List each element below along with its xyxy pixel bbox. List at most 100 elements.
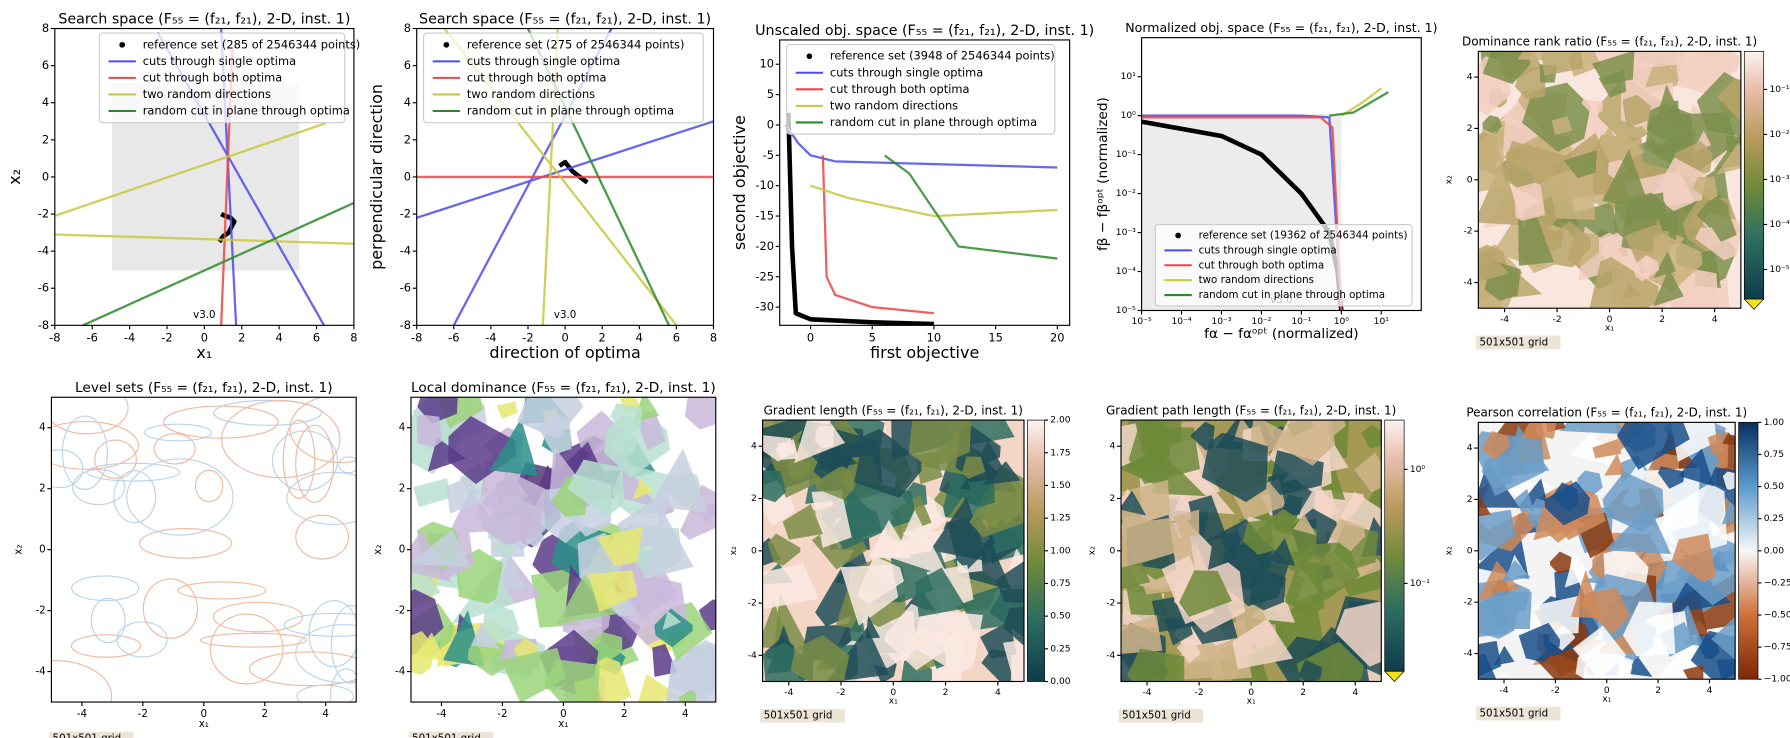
chart-title: Unscaled obj. space (F₅₅ = (f₂₁, f₂₁), 2… xyxy=(755,23,1094,39)
x-tick-label: 2 xyxy=(943,688,949,698)
heatmap-patch xyxy=(1602,149,1651,209)
y-tick-label: 10⁻⁴ xyxy=(1116,267,1136,277)
heatmap-patch xyxy=(1126,648,1185,682)
y-tick-label: 10⁻² xyxy=(1116,189,1136,199)
legend-label: cuts through single optima xyxy=(830,65,983,79)
heatmap-patch xyxy=(537,414,572,455)
heatmap-patch xyxy=(1655,157,1707,207)
level-set xyxy=(51,421,139,470)
x-tick-label: -8 xyxy=(49,330,60,344)
heatmap-patch xyxy=(1481,431,1511,460)
x-tick-label: 0 xyxy=(201,330,208,344)
colorbar-tick-label: −1.00 xyxy=(1764,675,1790,685)
heatmap-patch xyxy=(1644,467,1701,532)
y-tick-label: 0 xyxy=(399,544,406,556)
y-tick-label: 4 xyxy=(1467,444,1473,454)
heatmap-patch xyxy=(762,563,819,610)
reference-set xyxy=(786,112,934,326)
heatmap-patch xyxy=(427,437,466,472)
heatmap-patch xyxy=(1279,420,1336,466)
x-tick-label: -2 xyxy=(497,708,507,720)
colorbar-tick-label: 10⁻⁵ xyxy=(1769,265,1789,275)
heatmap-patch xyxy=(1653,268,1684,307)
colorbar-tick-label: 1.00 xyxy=(1764,418,1785,428)
y-tick-label: -2 xyxy=(38,207,49,221)
x-axis-label: x₁ xyxy=(199,718,209,730)
heatmap-patch xyxy=(1722,471,1736,491)
heatmap-patch xyxy=(662,610,682,631)
heatmap-patch xyxy=(684,397,716,430)
y-tick-label: -4 xyxy=(38,244,49,258)
plot-area xyxy=(1478,422,1736,680)
heatmap-patch xyxy=(489,418,538,477)
level-set xyxy=(113,470,157,524)
colorbar-tick-label: −0.50 xyxy=(1764,611,1790,621)
heatmap-patch xyxy=(1482,115,1503,135)
heatmap-patch xyxy=(782,504,824,540)
y-tick-label: 0 xyxy=(1467,546,1473,556)
heatmap-patch xyxy=(698,599,716,632)
panel: -4 -2 0 2 4 -4 -2 0 2 4 Gradient length (F₅₅ = (f₂… xyxy=(729,403,1071,723)
x-tick-label: 2 xyxy=(261,708,268,720)
cut-line xyxy=(883,154,1058,260)
heatmap-patch xyxy=(981,649,1012,682)
heatmap-patch xyxy=(1535,422,1557,439)
legend-label: two random directions xyxy=(143,87,271,101)
y-tick-label: -4 xyxy=(1106,651,1115,661)
x-axis-label: x₁ xyxy=(1247,697,1256,707)
heatmap-patch xyxy=(1232,618,1294,670)
colorbar-tick-label: 0.00 xyxy=(1050,677,1071,687)
heatmap-patch xyxy=(786,457,811,480)
y-tick-label: -4 xyxy=(395,666,405,678)
x-tick-label: 2 xyxy=(1300,688,1306,698)
heatmap-patch xyxy=(410,529,471,568)
x-tick-label: -8 xyxy=(411,330,422,344)
y-tick-label: 4 xyxy=(39,422,46,434)
y-tick-label: 2 xyxy=(399,483,406,495)
y-tick-label: -30 xyxy=(755,300,774,314)
heatmap-patch xyxy=(1242,518,1275,555)
level-set xyxy=(248,651,357,687)
heatmap-patch xyxy=(1478,130,1507,192)
heatmap-patch xyxy=(1298,659,1323,682)
grid-note: 501x501 grid xyxy=(1479,336,1548,348)
heatmap-patch xyxy=(416,414,443,447)
x-tick-label: 10⁻⁵ xyxy=(1132,317,1152,327)
heatmap-patch xyxy=(1577,470,1603,497)
x-axis-label: fα − fαᵒᵖᵗ (normalized) xyxy=(1204,326,1359,342)
heatmap-patch xyxy=(666,652,716,703)
y-tick-label: 2 xyxy=(404,132,411,146)
chart-title: Search space (F₅₅ = (f₂₁, f₂₁), 2-D, ins… xyxy=(419,11,711,27)
grid-note-box xyxy=(49,731,134,738)
y-tick-label: 4 xyxy=(42,95,49,109)
x-tick-label: -4 xyxy=(77,708,87,720)
y-axis-label: x₂ xyxy=(13,545,25,555)
plot-area xyxy=(410,397,716,703)
y-tick-label: 10 xyxy=(759,57,774,71)
heatmap-patch xyxy=(1514,182,1546,221)
heatmap-patch xyxy=(1478,560,1520,601)
heatmap-patch xyxy=(1691,51,1724,82)
y-axis-label: second objective xyxy=(730,115,749,250)
chart-title: Local dominance (F₅₅ = (f₂₁, f₂₁), 2-D, … xyxy=(411,380,716,396)
heatmap-patch xyxy=(632,478,654,501)
legend-label: random cut in plane through optima xyxy=(830,115,1037,129)
level-set xyxy=(329,668,357,703)
heatmap-patch xyxy=(1716,51,1741,75)
y-tick-label: 10⁻³ xyxy=(1116,228,1136,238)
y-tick-label: -2 xyxy=(395,605,405,617)
heatmap-patch xyxy=(1622,94,1651,128)
level-set xyxy=(163,405,279,439)
heatmap-patch xyxy=(1190,421,1215,451)
y-tick-label: 4 xyxy=(399,422,406,434)
level-set xyxy=(282,419,316,499)
level-set xyxy=(296,684,354,703)
grid-note-box xyxy=(1476,706,1561,721)
grid-note: 501x501 grid xyxy=(53,733,122,738)
heatmap-patch xyxy=(1711,216,1737,242)
chart-title: Normalized obj. space (F₅₅ = (f₂₁, f₂₁),… xyxy=(1125,20,1437,35)
heatmap-patch xyxy=(1671,533,1717,583)
y-tick-label: -4 xyxy=(35,666,45,678)
level-set xyxy=(283,612,357,637)
x-tick-label: 0 xyxy=(560,708,567,720)
